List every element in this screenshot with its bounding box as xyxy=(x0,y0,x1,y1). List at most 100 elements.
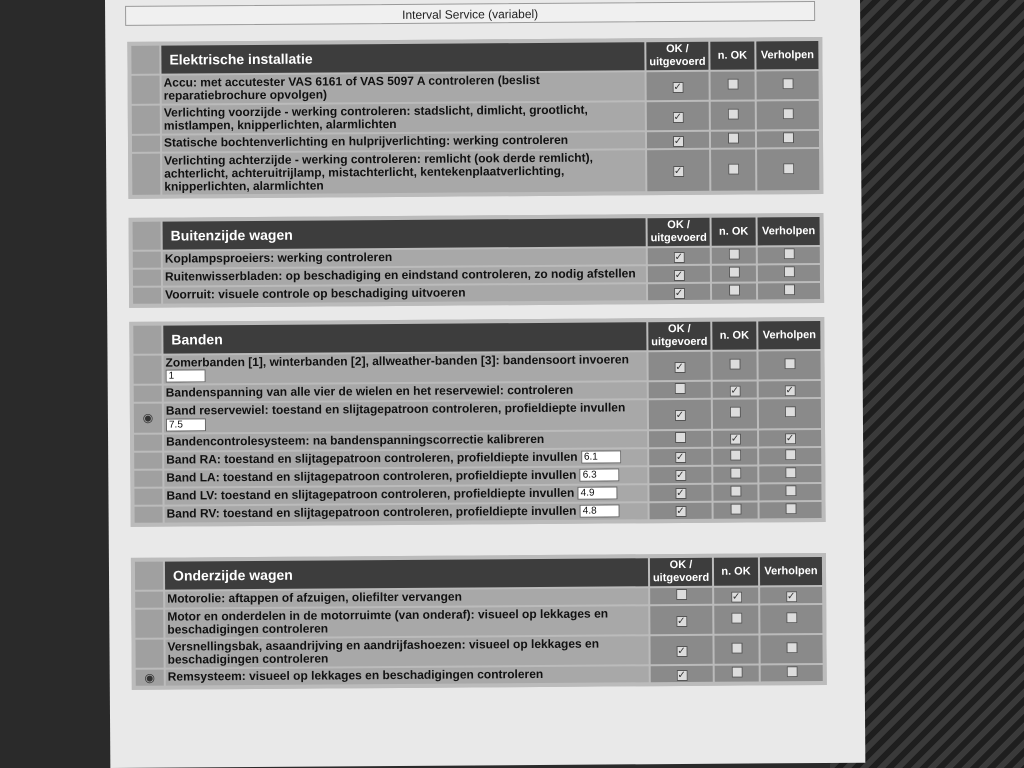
checkbox-fixed[interactable] xyxy=(783,266,795,278)
row-marker xyxy=(133,355,162,385)
checkbox-fixed[interactable] xyxy=(783,284,795,296)
checkbox-fixed[interactable]: ✓ xyxy=(784,385,796,397)
table-row: Band LV: toestand en slijtagepatroon con… xyxy=(134,483,822,505)
checkbox-fixed[interactable] xyxy=(784,466,796,478)
table-row: Band RA: toestand en slijtagepatroon con… xyxy=(134,447,822,469)
row-marker xyxy=(132,221,161,250)
row-text: Zomerbanden [1], winterbanden [2], allwe… xyxy=(165,352,629,370)
checkbox-ok[interactable] xyxy=(675,588,687,601)
checkbox-nok[interactable] xyxy=(727,132,739,144)
checkbox-fixed[interactable] xyxy=(785,612,797,624)
checkbox-ok[interactable]: ✓ xyxy=(674,452,686,464)
checkbox-ok[interactable]: ✓ xyxy=(675,615,687,627)
checkbox-fixed[interactable] xyxy=(782,162,794,174)
depth-input[interactable]: 6.3 xyxy=(579,468,620,482)
table-row: Verlichting voorzijde - werking controle… xyxy=(131,101,819,134)
checkbox-nok[interactable] xyxy=(731,642,743,654)
checkbox-ok[interactable]: ✓ xyxy=(674,470,686,482)
row-text: Band LA: toestand en slijtagepatroon con… xyxy=(166,467,577,485)
row-text: Verlichting achterzijde - werking contro… xyxy=(164,150,593,194)
depth-input[interactable]: 7.5 xyxy=(165,417,207,432)
col-ok-header: OK / uitgevoerd xyxy=(648,321,711,351)
table-row: ◉ Remsysteem: visueel op lekkages en bes… xyxy=(135,665,823,686)
checkbox-fixed[interactable] xyxy=(784,358,796,370)
row-marker[interactable]: ◉ xyxy=(133,403,163,433)
checkbox-nok[interactable] xyxy=(729,485,741,497)
checkbox-fixed[interactable] xyxy=(782,108,794,120)
section-onderzijde-wagen: Onderzijde wagen OK / uitgevoerd n. OK V… xyxy=(130,552,827,690)
row-marker xyxy=(131,75,160,104)
checkbox-nok[interactable] xyxy=(729,358,741,370)
checkbox-ok[interactable]: ✓ xyxy=(672,135,684,147)
row-text: Koplampsproeiers: werking controleren xyxy=(164,250,393,266)
eye-icon[interactable]: ◉ xyxy=(142,410,154,425)
checkbox-nok[interactable] xyxy=(727,78,739,90)
depth-input[interactable]: 1 xyxy=(165,369,206,383)
table-row: Accu: met accutester VAS 6161 of VAS 509… xyxy=(131,71,819,104)
section-elektrische-installatie: Elektrische installatie OK / uitgevoerd … xyxy=(127,36,824,199)
row-text: Versnellingsbak, asaandrijving en aandri… xyxy=(167,636,600,667)
checkbox-nok[interactable] xyxy=(729,449,741,461)
checkbox-ok[interactable]: ✓ xyxy=(673,251,685,263)
checkbox-ok[interactable] xyxy=(674,431,686,443)
checkbox-fixed[interactable]: ✓ xyxy=(784,433,796,445)
checkbox-ok[interactable]: ✓ xyxy=(672,81,684,93)
row-text: Band RA: toestand en slijtagepatroon con… xyxy=(166,449,578,467)
checkbox-nok[interactable] xyxy=(728,284,740,296)
checkbox-ok[interactable]: ✓ xyxy=(672,165,684,178)
section-title: Banden xyxy=(163,322,647,354)
row-marker xyxy=(132,153,161,195)
checkbox-fixed[interactable] xyxy=(785,502,797,514)
row-marker xyxy=(133,385,162,403)
checkbox-ok[interactable]: ✓ xyxy=(675,506,687,518)
row-marker[interactable]: ◉ xyxy=(135,669,164,686)
checkbox-fixed[interactable] xyxy=(782,132,794,144)
eye-icon[interactable]: ◉ xyxy=(144,670,156,685)
checkbox-fixed[interactable] xyxy=(782,78,794,90)
checkbox-nok[interactable] xyxy=(727,163,739,175)
checkbox-ok[interactable]: ✓ xyxy=(676,645,688,657)
row-text: Voorruit: visuele controle op beschadigi… xyxy=(165,285,466,302)
checkbox-ok[interactable] xyxy=(674,383,686,395)
checkbox-ok[interactable]: ✓ xyxy=(673,269,685,281)
col-ok-header: OK / uitgevoerd xyxy=(647,217,710,247)
col-nok-header: n. OK xyxy=(710,41,755,70)
checkbox-fixed[interactable] xyxy=(786,642,798,654)
checkbox-nok[interactable] xyxy=(730,503,742,515)
checkbox-fixed[interactable] xyxy=(784,406,796,418)
checkbox-nok[interactable] xyxy=(729,407,741,419)
depth-input[interactable]: 6.1 xyxy=(580,450,621,464)
checkbox-nok[interactable]: ✓ xyxy=(729,433,741,445)
checkbox-nok[interactable] xyxy=(728,266,740,278)
checkbox-fixed[interactable] xyxy=(786,666,798,678)
checkbox-nok[interactable] xyxy=(729,467,741,479)
row-marker xyxy=(134,506,163,523)
checkbox-fixed[interactable] xyxy=(784,484,796,496)
checkbox-nok[interactable] xyxy=(727,108,739,120)
checkbox-ok[interactable]: ✓ xyxy=(674,488,686,500)
checkbox-nok[interactable] xyxy=(730,612,742,624)
checkbox-ok[interactable]: ✓ xyxy=(673,287,685,299)
checkbox-nok[interactable] xyxy=(731,666,743,678)
row-text: Bandenspanning van alle vier de wielen e… xyxy=(165,383,574,400)
checkbox-fixed[interactable] xyxy=(783,248,795,260)
depth-input[interactable]: 4.9 xyxy=(577,486,618,500)
col-nok-header: n. OK xyxy=(713,557,759,586)
depth-input[interactable]: 4.8 xyxy=(579,504,620,518)
checkbox-ok[interactable]: ✓ xyxy=(674,361,686,373)
section-title: Buitenzijde wagen xyxy=(162,218,646,250)
checkbox-fixed[interactable] xyxy=(784,448,796,460)
row-text: Statische bochtenverlichting en hulprijv… xyxy=(163,132,569,150)
checkbox-nok[interactable]: ✓ xyxy=(729,385,741,397)
checkbox-nok[interactable]: ✓ xyxy=(730,591,742,603)
checkbox-fixed[interactable]: ✓ xyxy=(785,590,797,602)
checkbox-ok[interactable]: ✓ xyxy=(676,669,688,681)
table-row: Motorolie: aftappen of afzuigen, oliefil… xyxy=(135,587,823,608)
row-marker xyxy=(132,269,161,286)
table-row: Voorruit: visuele controle op beschadigi… xyxy=(133,283,821,304)
row-marker xyxy=(135,639,164,668)
row-text: Motor en onderdelen in de motorruimte (v… xyxy=(167,606,609,637)
checkbox-ok[interactable]: ✓ xyxy=(674,409,686,422)
checkbox-ok[interactable]: ✓ xyxy=(672,111,684,123)
checkbox-nok[interactable] xyxy=(728,248,740,260)
